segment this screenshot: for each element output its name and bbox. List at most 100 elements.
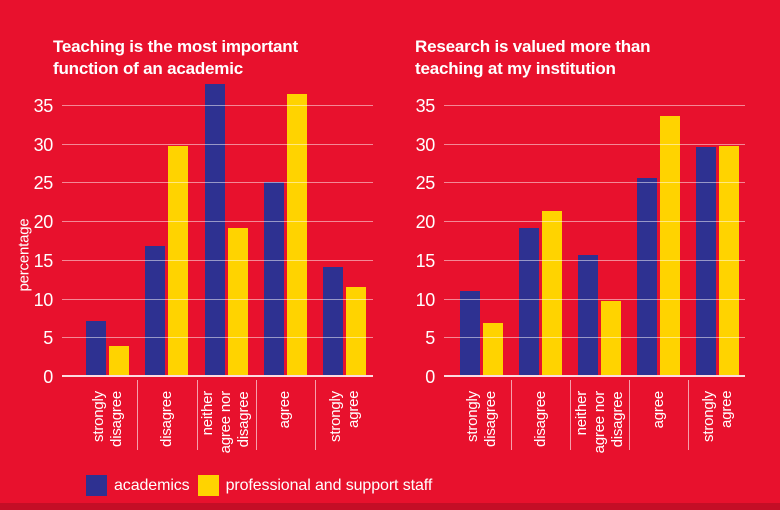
- legend-swatch-staff: [197, 475, 219, 496]
- plot-area-research: 0 5 10 15 20 25 30 35: [416, 67, 745, 387]
- bottom-strip: [0, 503, 780, 510]
- y-tick-label-30: 30: [415, 134, 436, 155]
- bar-professional-and-support-staff-agree: [660, 116, 680, 375]
- bar-academics-disagree: [145, 246, 166, 375]
- chart-title-research: Research is valued more than teaching at…: [415, 36, 651, 80]
- bar-academics-neither-agree-nor-disagree: [578, 254, 598, 375]
- bar-academics-strongly-agree: [696, 147, 716, 375]
- bar-group-agree: [263, 93, 307, 375]
- chart-title-line: teaching at my institution: [415, 59, 616, 78]
- bar-academics-agree: [263, 182, 284, 375]
- bar-academics-strongly-disagree: [86, 320, 106, 375]
- bar-group-agree: [637, 116, 680, 375]
- y-tick-label-35: 35: [33, 95, 54, 116]
- bar-professional-and-support-staff-agree: [286, 93, 307, 375]
- legend-item-academics: academics: [86, 475, 190, 496]
- x-axis-labels-teaching: strongly disagree disagree neither agree n…: [62, 379, 373, 459]
- gridline-30: [444, 143, 745, 145]
- bar-professional-and-support-staff-disagree: [542, 211, 562, 375]
- bar-group-neither-agree-nor-disagree: [578, 254, 621, 375]
- gridline-10: [444, 298, 745, 300]
- x-label-agree: agree: [276, 391, 294, 429]
- bar-group-strongly-disagree: [86, 320, 129, 375]
- category-separator-tick: [511, 380, 512, 450]
- x-label-strongly-agree: strongly agree: [326, 391, 362, 442]
- gridline-20: [444, 221, 745, 222]
- legend-label-staff: professional and support staff: [225, 476, 433, 494]
- category-separator-tick: [570, 380, 571, 450]
- y-tick-label-5: 5: [425, 328, 435, 349]
- gridline-25: [444, 182, 745, 184]
- gridline-30: [62, 143, 373, 145]
- y-tick-label-0: 0: [425, 367, 435, 387]
- chart-research-valued: Research is valued more than teaching at…: [382, 0, 780, 470]
- gridline-20: [62, 221, 373, 222]
- bar-group-strongly-agree: [323, 267, 366, 375]
- chart-title-line: Research is valued more than: [415, 37, 651, 56]
- x-label-cell-strongly-disagree: strongly disagree: [86, 379, 129, 459]
- x-label-cell-disagree: disagree: [519, 379, 562, 459]
- bar-group-neither-agree-nor-disagree: [204, 84, 248, 375]
- y-tick-label-20: 20: [33, 212, 54, 232]
- y-tick-label-10: 10: [415, 289, 436, 310]
- y-tick-label-30: 30: [33, 134, 54, 155]
- bars-research: [444, 116, 745, 375]
- chart-title-line: function of an academic: [53, 59, 243, 78]
- x-label-cell-strongly-disagree: strongly disagree: [460, 379, 503, 459]
- gridline-5: [444, 337, 745, 339]
- x-axis-labels-research: strongly disagree disagree neither agree n…: [444, 379, 745, 459]
- chart-teaching-importance: Teaching is the most important function …: [0, 0, 390, 470]
- bar-group-strongly-disagree: [460, 290, 503, 375]
- bar-academics-agree: [637, 178, 657, 375]
- category-separator-tick: [315, 380, 316, 450]
- legend-item-staff: professional and support staff: [197, 475, 433, 496]
- y-tick-label-15: 15: [33, 250, 54, 271]
- x-label-cell-strongly-agree: strongly agree: [696, 379, 739, 459]
- legend-label-academics: academics: [114, 476, 190, 494]
- bar-academics-disagree: [519, 227, 539, 375]
- y-tick-label-20: 20: [415, 212, 436, 232]
- x-label-strongly-disagree: strongly disagree: [463, 391, 499, 447]
- bar-academics-strongly-disagree: [460, 290, 480, 375]
- category-separator-tick: [256, 380, 257, 450]
- bar-group-disagree: [519, 211, 562, 375]
- gridline-35: [444, 104, 745, 106]
- x-axis-line: [62, 375, 373, 377]
- y-tick-label-25: 25: [415, 173, 436, 194]
- chart-title-line: Teaching is the most important: [53, 37, 298, 56]
- bar-academics-strongly-agree: [323, 267, 343, 375]
- y-tick-label-5: 5: [43, 328, 53, 349]
- gridline-5: [62, 337, 373, 339]
- x-axis-line: [444, 375, 745, 377]
- bar-professional-and-support-staff-strongly-disagree: [483, 323, 503, 375]
- x-label-disagree: disagree: [157, 391, 175, 447]
- y-tick-label-10: 10: [33, 289, 54, 310]
- category-separator-tick: [688, 380, 689, 450]
- gridline-25: [62, 182, 373, 184]
- legend: academics professional and support staff: [86, 475, 432, 496]
- x-label-agree: agree: [649, 391, 667, 429]
- x-label-strongly-disagree: strongly disagree: [89, 391, 125, 447]
- bars-teaching: [62, 84, 373, 375]
- plot-area-teaching: 0 5 10 15 20 25 30 35: [34, 67, 373, 387]
- bar-professional-and-support-staff-strongly-disagree: [109, 345, 129, 375]
- x-label-cell-agree: agree: [264, 379, 307, 459]
- x-label-cell-agree: agree: [637, 379, 680, 459]
- x-label-strongly-agree: strongly agree: [699, 391, 735, 442]
- bar-professional-and-support-staff-neither-agree-nor-disagree: [227, 227, 248, 375]
- y-tick-label-15: 15: [415, 250, 436, 271]
- y-tick-label-35: 35: [415, 95, 436, 116]
- x-label-neither-agree-nor-disagree: neither agree nor disagree: [572, 391, 626, 454]
- chart-title-teaching: Teaching is the most important function …: [53, 36, 298, 80]
- gridline-15: [444, 259, 745, 261]
- bar-academics-neither-agree-nor-disagree: [204, 84, 225, 375]
- category-separator-tick: [137, 380, 138, 450]
- legend-swatch-academics: [86, 475, 107, 496]
- bar-professional-and-support-staff-strongly-agree: [346, 287, 366, 375]
- x-label-disagree: disagree: [531, 391, 549, 447]
- x-label-cell-neither-agree-nor-disagree: neither agree nor disagree: [199, 379, 252, 459]
- gridline-10: [62, 298, 373, 300]
- gridline-15: [62, 259, 373, 261]
- x-label-cell-strongly-agree: strongly agree: [323, 379, 366, 459]
